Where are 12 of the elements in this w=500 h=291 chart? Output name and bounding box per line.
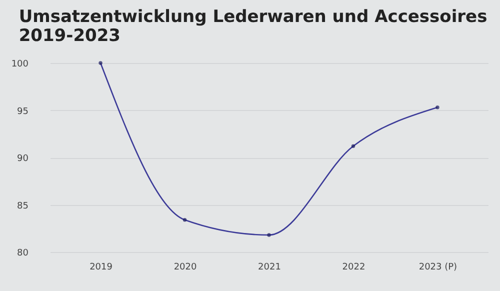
x-tick-label: 2020 bbox=[174, 262, 197, 272]
y-tick-label: 80 bbox=[17, 248, 29, 258]
y-tick-label: 85 bbox=[17, 201, 28, 212]
y-tick-label: 100 bbox=[11, 60, 29, 70]
text: Umsatzentwicklung Lederwaren und Accessoires bbox=[18, 7, 488, 27]
x-tick-label: 2021 bbox=[258, 262, 281, 272]
x-tick-label: 2019 bbox=[90, 262, 113, 272]
x-tick-label: 2022 bbox=[342, 262, 366, 272]
x-tick-label: 2023 (P) bbox=[418, 262, 458, 272]
text: 2019-2023 bbox=[18, 26, 121, 46]
y-tick-label: 90 bbox=[17, 154, 29, 164]
y-tick-label: 95 bbox=[17, 106, 28, 117]
